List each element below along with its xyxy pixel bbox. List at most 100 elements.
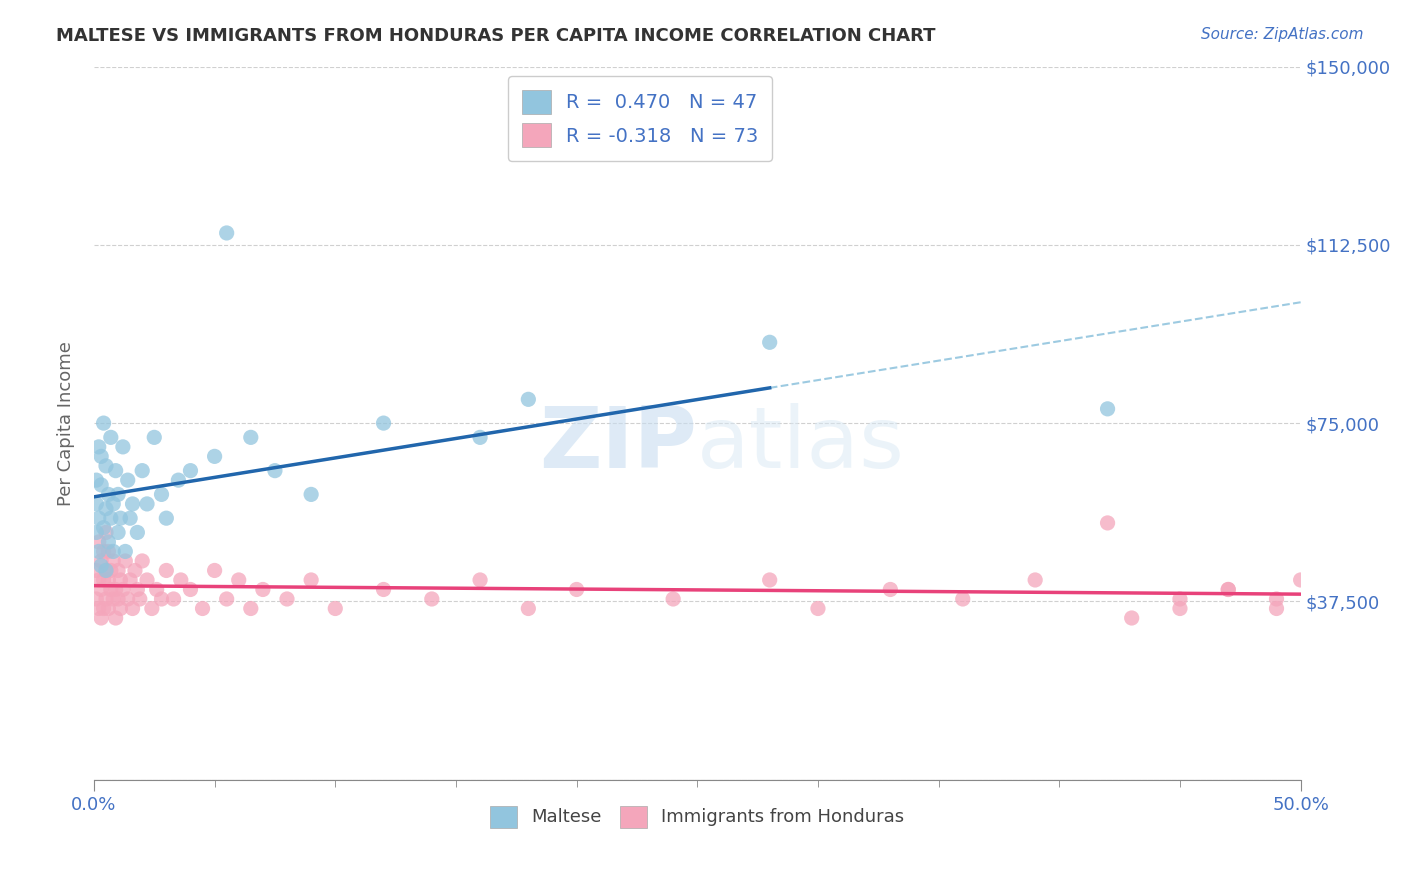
Point (94, 564, 117, 578)
Point (662, 592, 685, 607)
Point (204, 564, 226, 578)
Point (155, 511, 177, 525)
Point (215, 592, 238, 607)
Point (93, 544, 115, 558)
Legend: Maltese, Immigrants from Honduras: Maltese, Immigrants from Honduras (482, 798, 912, 835)
Point (1024, 573, 1046, 587)
Text: atlas: atlas (697, 403, 905, 486)
Point (93, 573, 115, 587)
Point (103, 497, 125, 511)
Point (90, 582, 112, 597)
Point (179, 582, 201, 597)
Point (104, 582, 127, 597)
Point (879, 582, 901, 597)
Point (97, 544, 120, 558)
Point (103, 592, 125, 607)
Point (100, 564, 122, 578)
Point (110, 511, 132, 525)
Text: Source: ZipAtlas.com: Source: ZipAtlas.com (1201, 27, 1364, 42)
Text: ZIP: ZIP (540, 403, 697, 486)
Point (373, 416, 395, 430)
Point (565, 582, 588, 597)
Point (145, 582, 167, 597)
Text: MALTESE VS IMMIGRANTS FROM HONDURAS PER CAPITA INCOME CORRELATION CHART: MALTESE VS IMMIGRANTS FROM HONDURAS PER … (56, 27, 936, 45)
Point (758, 335, 780, 350)
Point (1218, 582, 1240, 597)
Point (252, 582, 274, 597)
Point (299, 487, 322, 501)
Point (162, 592, 184, 607)
Point (155, 564, 177, 578)
Point (468, 573, 491, 587)
Point (167, 473, 190, 487)
Point (299, 573, 322, 587)
Point (1168, 592, 1191, 607)
Point (373, 582, 395, 597)
Point (86, 497, 108, 511)
Point (90, 478, 112, 492)
Point (1168, 601, 1191, 615)
Point (117, 473, 139, 487)
Point (468, 430, 491, 444)
Point (758, 573, 780, 587)
Point (86, 525, 108, 540)
Point (128, 592, 150, 607)
Point (100, 430, 122, 444)
Point (107, 525, 129, 540)
Point (191, 601, 214, 615)
Point (1097, 401, 1119, 416)
Point (86, 592, 108, 607)
Point (90, 558, 112, 573)
Point (136, 497, 159, 511)
Point (807, 601, 830, 615)
Point (228, 573, 250, 587)
Point (204, 450, 226, 464)
Point (141, 601, 163, 615)
Point (127, 525, 149, 540)
Point (143, 430, 166, 444)
Point (124, 564, 146, 578)
Y-axis label: Per Capita Income: Per Capita Income (58, 341, 75, 506)
Point (103, 554, 125, 568)
Point (1265, 592, 1288, 607)
Point (120, 511, 142, 525)
Point (215, 226, 238, 240)
Point (87, 601, 110, 615)
Point (103, 544, 125, 558)
Point (111, 440, 134, 454)
Point (104, 611, 127, 625)
Point (121, 497, 143, 511)
Point (86, 473, 108, 487)
Point (952, 592, 974, 607)
Point (1121, 611, 1143, 625)
Point (1218, 582, 1240, 597)
Point (114, 554, 136, 568)
Point (136, 573, 159, 587)
Point (239, 601, 262, 615)
Point (97, 487, 120, 501)
Point (93, 601, 115, 615)
Point (150, 487, 173, 501)
Point (90, 450, 112, 464)
Point (323, 601, 346, 615)
Point (90, 611, 112, 625)
Point (517, 601, 540, 615)
Point (100, 582, 122, 597)
Point (107, 487, 129, 501)
Point (114, 544, 136, 558)
Point (93, 521, 115, 535)
Point (131, 554, 153, 568)
Point (97, 573, 120, 587)
Point (179, 464, 201, 478)
Point (110, 601, 132, 615)
Point (121, 601, 143, 615)
Point (87, 440, 110, 454)
Point (120, 573, 142, 587)
Point (87, 544, 110, 558)
Point (93, 416, 115, 430)
Point (150, 592, 173, 607)
Point (1289, 573, 1312, 587)
Point (87, 511, 110, 525)
Point (420, 592, 443, 607)
Point (264, 464, 287, 478)
